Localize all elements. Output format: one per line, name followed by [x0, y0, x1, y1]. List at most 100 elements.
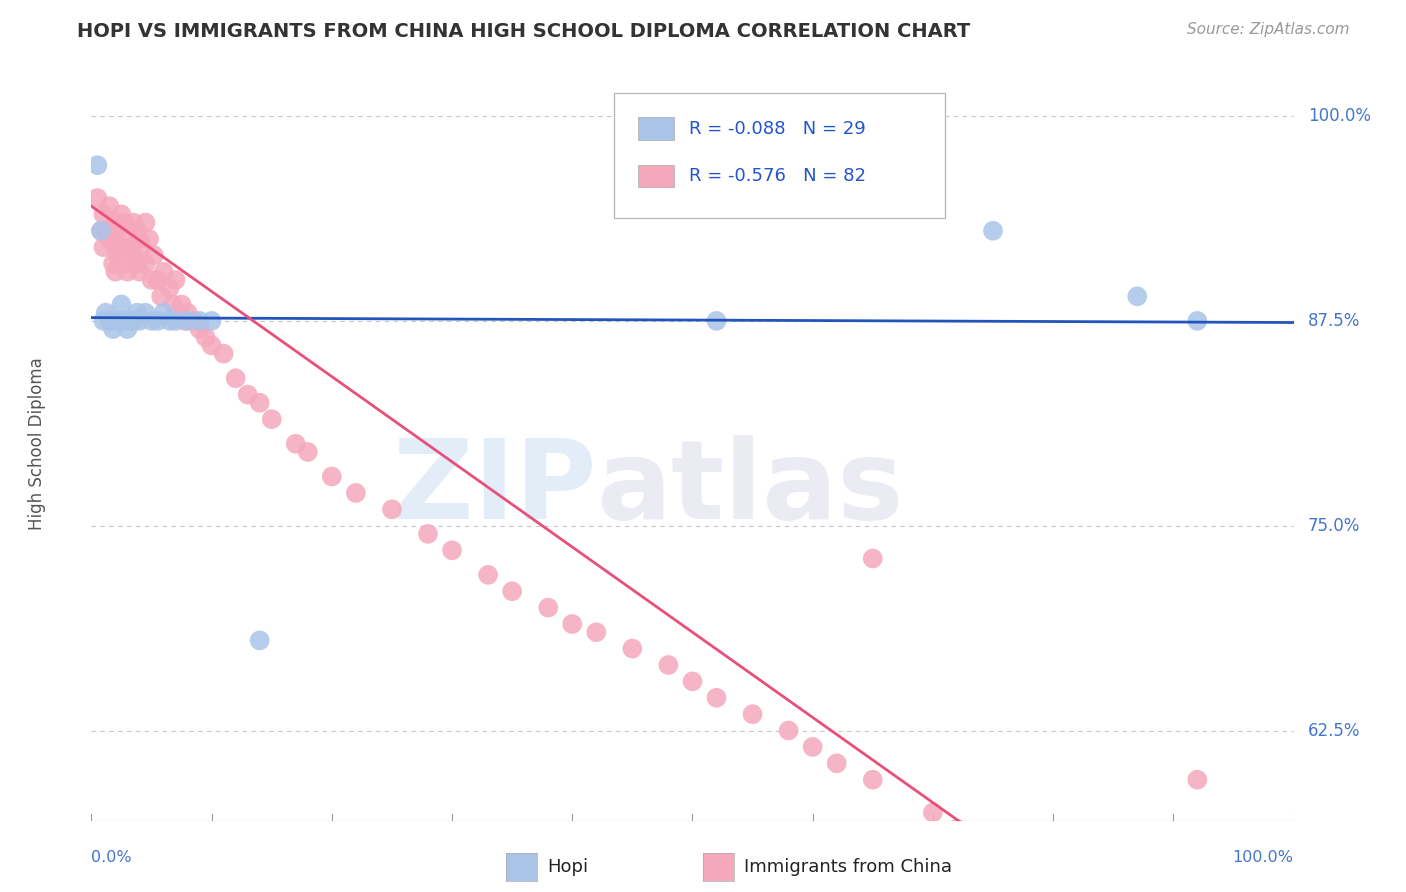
Point	[706, 314, 728, 328]
Point	[706, 690, 728, 705]
Point	[110, 240, 132, 254]
Point	[122, 216, 145, 230]
Text: Source: ZipAtlas.com: Source: ZipAtlas.com	[1187, 22, 1350, 37]
Point	[585, 625, 607, 640]
Text: 75.0%: 75.0%	[1308, 516, 1361, 534]
Text: 0.0%: 0.0%	[91, 850, 132, 865]
Point	[104, 265, 127, 279]
Text: R = -0.088   N = 29: R = -0.088 N = 29	[689, 120, 866, 137]
Point	[284, 436, 307, 450]
Point	[862, 772, 884, 787]
Point	[101, 224, 124, 238]
Text: R = -0.576   N = 82: R = -0.576 N = 82	[689, 167, 866, 186]
Point	[159, 281, 181, 295]
Point	[297, 445, 319, 459]
Point	[114, 314, 136, 328]
Point	[110, 207, 132, 221]
Point	[86, 191, 108, 205]
Point	[159, 314, 181, 328]
Point	[561, 617, 583, 632]
Point	[236, 387, 259, 401]
Point	[128, 232, 150, 246]
Point	[141, 314, 163, 328]
Point	[862, 551, 884, 566]
Point	[165, 273, 187, 287]
Point	[152, 306, 174, 320]
Point	[98, 199, 121, 213]
Point	[225, 371, 247, 385]
Point	[110, 297, 132, 311]
Point	[93, 314, 115, 328]
Point	[141, 273, 163, 287]
Point	[1018, 855, 1040, 869]
Point	[90, 224, 112, 238]
Point	[122, 248, 145, 262]
Point	[1066, 888, 1088, 892]
Point	[152, 265, 174, 279]
Point	[118, 240, 141, 254]
Point	[381, 502, 404, 516]
Point	[93, 207, 115, 221]
Point	[134, 216, 156, 230]
Point	[117, 322, 139, 336]
Point	[134, 306, 156, 320]
Point	[142, 248, 165, 262]
Point	[94, 224, 117, 238]
Point	[477, 567, 499, 582]
Point	[981, 224, 1004, 238]
Text: Immigrants from China: Immigrants from China	[744, 858, 952, 876]
Point	[125, 306, 148, 320]
Point	[249, 633, 271, 648]
Point	[101, 256, 124, 270]
Point	[194, 330, 217, 344]
Point	[212, 346, 235, 360]
Bar	[638, 118, 675, 140]
Point	[107, 314, 129, 328]
Point	[101, 322, 124, 336]
FancyBboxPatch shape	[614, 94, 945, 218]
Point	[118, 314, 141, 328]
Text: atlas: atlas	[596, 435, 904, 542]
Point	[946, 822, 969, 836]
Point	[657, 657, 679, 672]
Point	[321, 469, 343, 483]
Point	[260, 412, 283, 426]
Point	[440, 543, 463, 558]
Point	[681, 674, 703, 689]
Point	[146, 273, 169, 287]
Text: High School Diploma: High School Diploma	[28, 358, 46, 530]
Point	[1126, 289, 1149, 303]
Point	[134, 256, 156, 270]
Point	[107, 248, 129, 262]
Point	[117, 265, 139, 279]
Point	[501, 584, 523, 599]
Point	[90, 224, 112, 238]
Point	[165, 314, 187, 328]
Text: 87.5%: 87.5%	[1308, 312, 1361, 330]
Bar	[638, 165, 675, 187]
Point	[801, 739, 824, 754]
Point	[981, 838, 1004, 853]
Point	[125, 256, 148, 270]
Point	[1187, 772, 1209, 787]
Point	[146, 314, 169, 328]
Text: ZIP: ZIP	[392, 435, 596, 542]
Point	[114, 256, 136, 270]
Point	[98, 232, 121, 246]
Point	[188, 322, 211, 336]
Point	[249, 396, 271, 410]
Point	[117, 232, 139, 246]
Point	[1042, 871, 1064, 885]
Point	[344, 486, 367, 500]
Point	[1187, 314, 1209, 328]
Point	[114, 216, 136, 230]
Point	[621, 641, 644, 656]
Point	[537, 600, 560, 615]
Point	[176, 306, 198, 320]
Text: 62.5%: 62.5%	[1308, 722, 1361, 739]
Point	[170, 297, 193, 311]
Point	[104, 240, 127, 254]
Point	[86, 158, 108, 172]
Point	[825, 756, 848, 771]
Point	[94, 306, 117, 320]
